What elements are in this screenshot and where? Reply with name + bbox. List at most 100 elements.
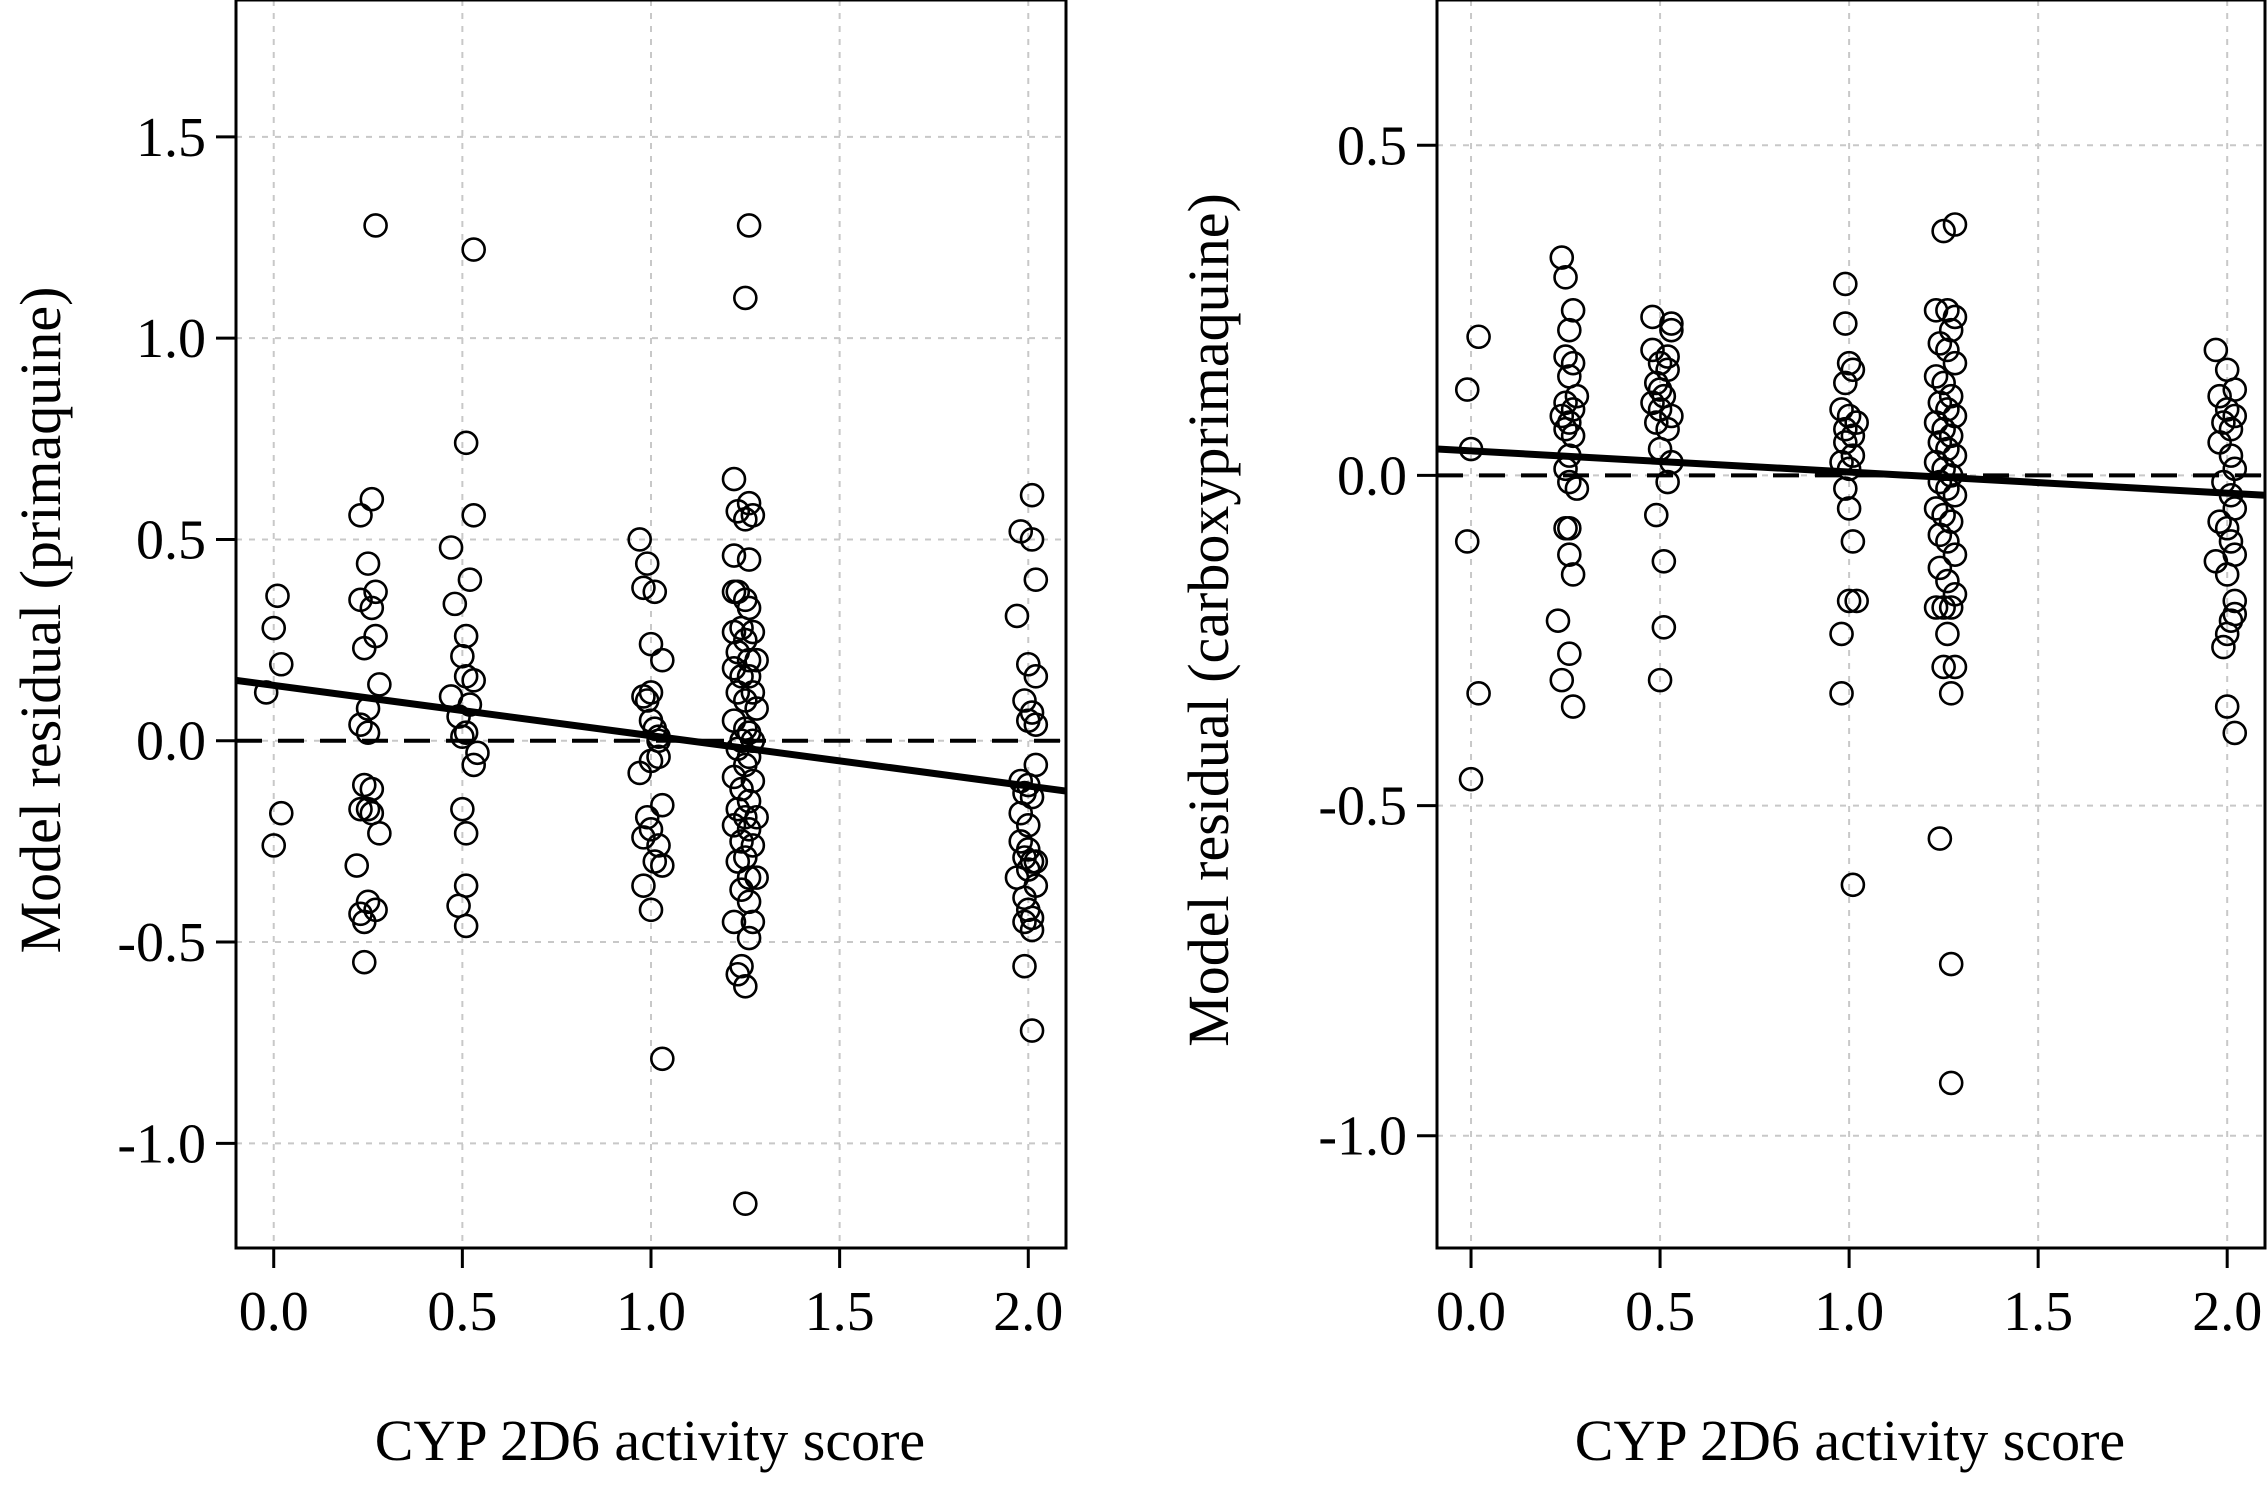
data-point	[1927, 430, 1953, 455]
data-point	[1643, 502, 1669, 528]
data-point	[461, 503, 486, 528]
data-point	[344, 853, 370, 878]
data-point	[1019, 917, 1045, 943]
data-point	[1560, 694, 1586, 719]
data-point	[348, 712, 373, 737]
data-point	[355, 720, 381, 745]
data-point	[2222, 720, 2248, 746]
data-point	[1008, 800, 1034, 826]
data-point	[736, 865, 762, 890]
data-point	[736, 595, 762, 621]
data-point	[638, 680, 664, 705]
data-point	[1938, 681, 1964, 706]
data-point	[1655, 344, 1680, 369]
data-point	[1651, 548, 1677, 574]
data-point	[1012, 953, 1037, 979]
data-point	[1560, 350, 1586, 376]
data-point	[1557, 317, 1582, 343]
data-point	[1557, 515, 1582, 541]
data-point	[1833, 430, 1858, 455]
data-point	[733, 285, 758, 311]
data-point	[363, 623, 388, 649]
data-point	[1829, 397, 1854, 422]
data-point	[1844, 588, 1869, 614]
data-point	[1938, 951, 1964, 977]
data-point	[744, 647, 769, 673]
data-point	[1923, 410, 1949, 435]
data-point	[1023, 849, 1049, 874]
data-point	[1935, 529, 1960, 554]
data-point	[2218, 443, 2244, 468]
data-point	[1659, 403, 1684, 429]
data-point	[740, 680, 766, 705]
data-point	[1942, 482, 1968, 508]
data-point	[2214, 515, 2240, 541]
data-point	[1019, 1018, 1045, 1043]
data-point	[650, 853, 675, 878]
data-point	[627, 527, 652, 552]
data-point	[1560, 298, 1586, 323]
x-tick-label: 0.5	[427, 1281, 497, 1343]
data-point	[721, 764, 747, 790]
x-tick-label: 2.0	[2192, 1281, 2262, 1343]
data-point	[1836, 496, 1862, 521]
regression-line	[1436, 445, 2266, 499]
x-axis-title: CYP 2D6 activity score	[1575, 1408, 2125, 1473]
data-point	[721, 543, 747, 568]
data-point	[2214, 621, 2240, 647]
data-point	[461, 668, 486, 693]
y-tick-label: -0.5	[1318, 776, 1407, 838]
data-point	[1931, 654, 1956, 680]
data-point	[1015, 812, 1041, 838]
y-axis-title: Model residual (carboxyprimaquine)	[1176, 193, 1241, 1047]
data-point	[740, 909, 766, 935]
data-point	[1557, 542, 1582, 567]
data-point	[1549, 403, 1575, 429]
x-axis-title: CYP 2D6 activity score	[375, 1408, 925, 1473]
data-point	[646, 744, 671, 770]
regression-line	[235, 676, 1067, 795]
data-point	[1927, 390, 1953, 416]
x-tick-label: 1.5	[2003, 1281, 2073, 1343]
data-point	[261, 833, 287, 858]
y-tick-label: 1.0	[136, 308, 206, 370]
data-point	[1942, 654, 1968, 680]
data-point	[1927, 555, 1953, 581]
data-point	[1923, 364, 1949, 389]
data-point	[733, 1191, 758, 1217]
data-point	[650, 792, 675, 818]
data-point	[744, 865, 769, 890]
data-point	[2218, 608, 2244, 633]
data-point	[1640, 337, 1665, 363]
x-tick-label: 1.5	[805, 1281, 875, 1343]
y-tick-label: -1.0	[1318, 1106, 1407, 1168]
data-point	[1019, 527, 1045, 552]
data-point	[1023, 664, 1049, 689]
data-point	[453, 623, 479, 649]
data-point	[736, 647, 762, 673]
carboxyprimaquine-residual-panel: 0.0 0.5 1.0 1.5 2.0 -1.0 -0.5 0.0 0.5 CYP 2D6 ac…	[1176, 0, 2267, 1473]
data-point	[1659, 311, 1684, 336]
data-point	[450, 796, 475, 822]
data-point	[1938, 595, 1964, 620]
data-point	[2203, 337, 2229, 363]
y-tick-label: 1.5	[136, 107, 206, 169]
data-point	[265, 583, 290, 609]
plot-frame	[1435, 0, 2267, 1250]
data-point	[2218, 529, 2244, 554]
y-tick-label: 0.0	[1337, 445, 1407, 507]
data-point	[438, 535, 464, 560]
data-point	[650, 1046, 675, 1072]
data-point	[1833, 476, 1858, 501]
data-point	[1023, 712, 1049, 737]
data-point	[1553, 265, 1578, 290]
data-point	[725, 680, 751, 705]
data-point	[1833, 271, 1858, 297]
data-point	[631, 873, 656, 898]
data-point	[1938, 1070, 1964, 1096]
data-point	[736, 213, 762, 238]
x-tick-label: 0.5	[1625, 1281, 1695, 1343]
data-point	[1833, 311, 1858, 336]
data-point	[367, 821, 392, 846]
data-point	[2203, 548, 2229, 574]
